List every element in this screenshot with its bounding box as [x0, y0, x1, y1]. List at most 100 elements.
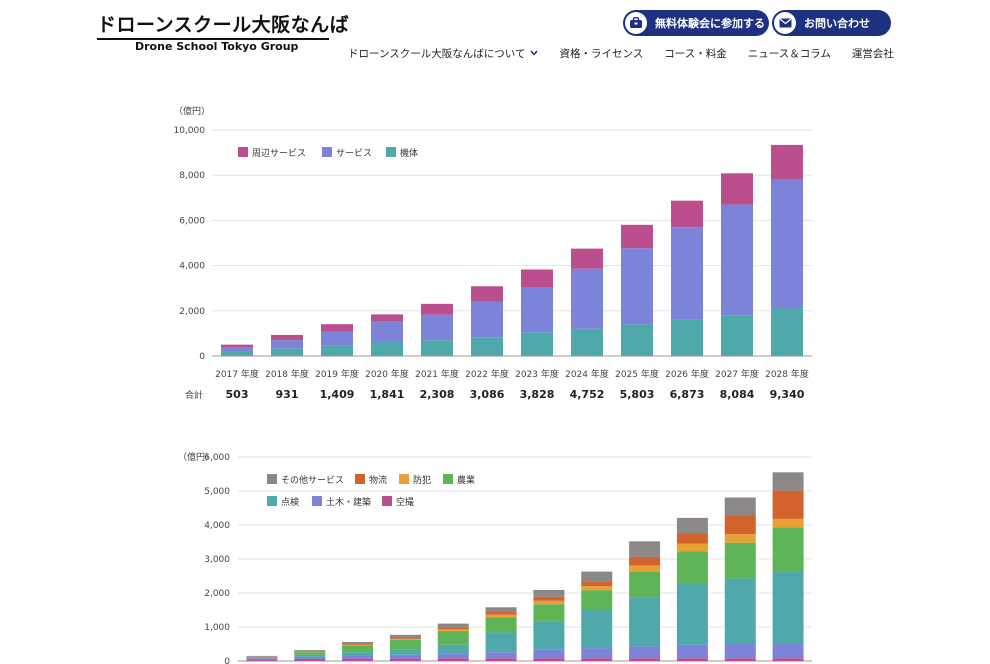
bar-segment: [294, 658, 326, 661]
totals-row-label: 合計: [185, 389, 203, 401]
bar-segment: [724, 658, 756, 661]
bar-segment: [724, 497, 756, 516]
y-tick-label: 8,000: [179, 171, 205, 181]
contact-button[interactable]: お問い合わせ: [772, 10, 891, 36]
bar-segment: [772, 490, 804, 519]
total-value-label: 8,084: [720, 388, 755, 401]
site-logo[interactable]: ドローンスクール大阪なんば Drone School Tokyo Group: [97, 14, 368, 56]
x-tick-label: 2027 年度: [715, 368, 759, 380]
y-tick-label: 3,000: [204, 555, 230, 565]
bar-segment: [321, 345, 353, 356]
y-tick-label: 2,000: [204, 589, 230, 599]
bar-segment: [371, 341, 403, 356]
bar-segment: [533, 604, 565, 622]
nav-item-company[interactable]: 運営会社: [851, 47, 894, 60]
bar-segment: [533, 589, 565, 597]
bar-segment: [471, 337, 503, 356]
bar-segment: [389, 637, 421, 639]
bar-segment: [533, 600, 565, 605]
logo-underline: [97, 38, 329, 40]
bar-segment: [671, 319, 703, 356]
bar-segment: [294, 654, 326, 657]
y-tick-label: 6,000: [204, 453, 230, 463]
y-tick-label: 1,000: [204, 623, 230, 633]
x-tick-label: 2024 年度: [565, 368, 609, 380]
bar-segment: [471, 286, 503, 302]
total-value-label: 1,409: [320, 388, 355, 401]
nav-item-about-label: ドローンスクール大阪なんばについて: [348, 47, 526, 60]
nav-item-about[interactable]: ドローンスクール大阪なんばについて: [348, 45, 539, 61]
bar-segment: [521, 332, 553, 356]
mail-icon: [774, 12, 796, 34]
bar-segment: [485, 607, 517, 613]
bar-segment: [271, 340, 303, 349]
bar-segment: [421, 314, 453, 341]
legend-swatch: [399, 474, 409, 484]
legend-swatch: [267, 474, 277, 484]
total-value-label: 3,828: [520, 388, 555, 401]
bar-segment: [437, 623, 469, 628]
bar-segment: [581, 571, 613, 582]
bar-segment: [772, 472, 804, 491]
chevron-down-icon: [530, 47, 539, 59]
bar-segment: [581, 581, 613, 587]
x-tick-label: 2022 年度: [465, 368, 509, 380]
bar-segment: [533, 596, 565, 601]
site-header: ドローンスクール大阪なんば Drone School Tokyo Group 無…: [0, 0, 990, 70]
legend-label: 土木・建築: [326, 496, 371, 508]
nav-item-news[interactable]: ニュース＆コラム: [747, 47, 831, 60]
legend-swatch: [312, 496, 322, 506]
bar-segment: [294, 656, 326, 659]
bar-segment: [581, 608, 613, 649]
bar-segment: [724, 642, 756, 659]
y-axis-unit-label: （億円）: [174, 105, 210, 117]
bar-segment: [724, 578, 756, 643]
briefcase-icon: [625, 12, 647, 34]
total-value-label: 4,752: [570, 388, 605, 401]
bar-segment: [721, 173, 753, 205]
bar-segment: [724, 534, 756, 543]
total-value-label: 2,308: [420, 388, 455, 401]
bar-segment: [371, 314, 403, 322]
bar-segment: [521, 269, 553, 288]
x-tick-label: 2023 年度: [515, 368, 559, 380]
x-tick-label: 2020 年度: [365, 368, 409, 380]
bar-segment: [629, 658, 661, 661]
bar-segment: [629, 565, 661, 572]
bar-segment: [321, 331, 353, 346]
bar-segment: [771, 308, 803, 356]
bar-segment: [676, 551, 708, 584]
bar-segment: [581, 590, 613, 609]
legend-label: 点検: [281, 496, 299, 508]
x-tick-label: 2019 年度: [315, 368, 359, 380]
bar-segment: [671, 227, 703, 320]
bar-segment: [581, 648, 613, 659]
bar-segment: [676, 543, 708, 552]
free-trial-label: 無料体験会に参加する: [655, 17, 765, 30]
bar-segment: [389, 634, 421, 638]
bar-segment: [246, 658, 278, 660]
y-tick-label: 0: [224, 657, 230, 664]
nav-item-courses[interactable]: コース・料金: [664, 47, 727, 60]
total-value-label: 503: [226, 388, 249, 401]
bar-segment: [246, 659, 278, 661]
y-tick-label: 5,000: [204, 487, 230, 497]
bar-segment: [246, 656, 278, 658]
y-tick-label: 0: [199, 352, 205, 362]
bar-segment: [389, 638, 421, 640]
bar-segment: [471, 301, 503, 338]
free-trial-button[interactable]: 無料体験会に参加する: [623, 10, 769, 36]
bar-segment: [437, 658, 469, 661]
bar-segment: [437, 653, 469, 659]
nav-item-license[interactable]: 資格・ライセンス: [559, 47, 644, 60]
total-value-label: 931: [276, 388, 299, 401]
bar-segment: [533, 658, 565, 661]
legend-swatch: [386, 147, 396, 157]
bar-segment: [772, 518, 804, 528]
bar-segment: [389, 639, 421, 650]
bar-segment: [389, 658, 421, 661]
legend-label: 物流: [369, 474, 387, 486]
bar-segment: [772, 642, 804, 659]
bar-segment: [437, 644, 469, 654]
legend-label: 農業: [457, 474, 475, 486]
